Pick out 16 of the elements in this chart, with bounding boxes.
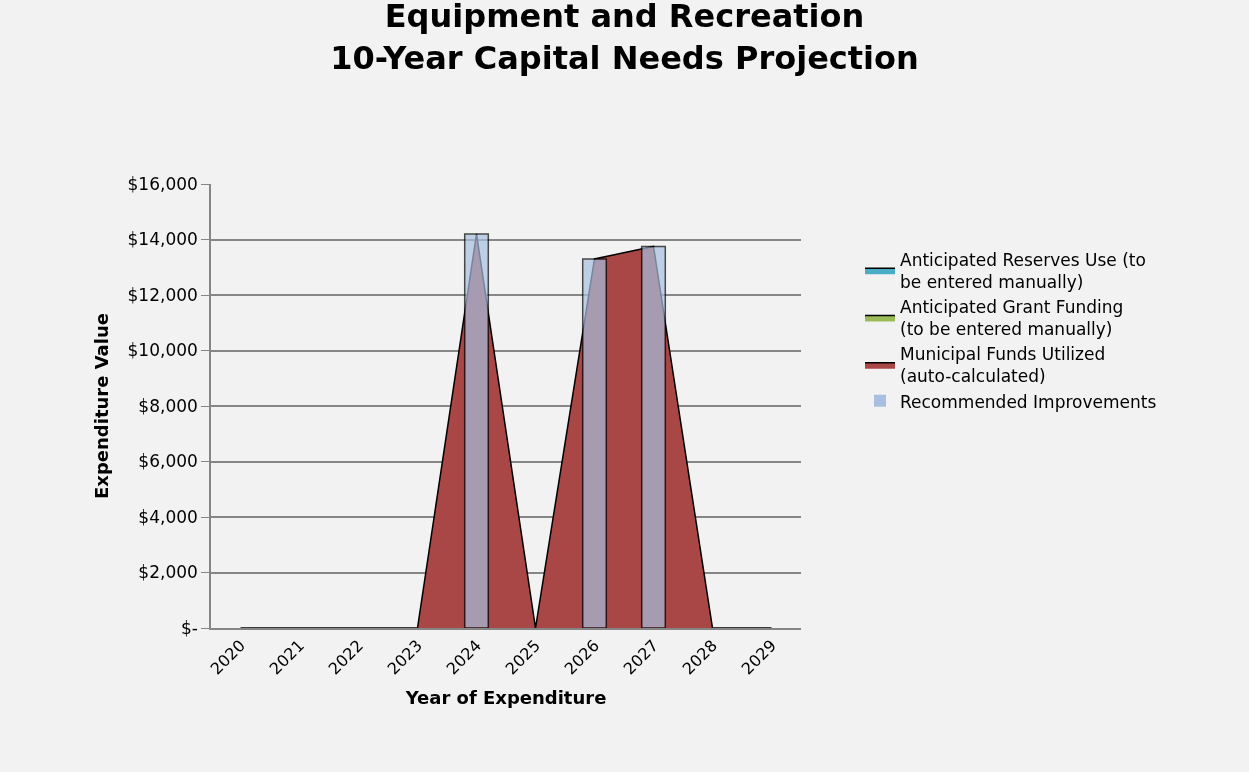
y-tick-label: $10,000 xyxy=(127,340,198,361)
chart-title: Equipment and Recreation 10-Year Capital Needs Projection xyxy=(330,0,919,77)
legend-label: Municipal Funds Utilized (auto-calculated) xyxy=(900,344,1106,387)
y-tick-label: $2,000 xyxy=(138,562,198,583)
y-tick-label: $14,000 xyxy=(127,229,198,250)
y-tick-label: $8,000 xyxy=(138,395,198,416)
legend-label: Anticipated Reserves Use (to be entered manually) xyxy=(900,249,1146,292)
y-tick-label: $6,000 xyxy=(138,451,198,472)
y-tick-label: $16,000 xyxy=(127,173,198,194)
y-tick-label: $4,000 xyxy=(138,506,198,527)
legend-label: Recommended Improvements xyxy=(900,391,1157,412)
x-axis-title: Year of Expenditure xyxy=(404,686,607,708)
legend-label: Anticipated Grant Funding (to be entered manually) xyxy=(900,297,1124,340)
y-tick-label: $12,000 xyxy=(127,284,198,305)
y-tick-label: $- xyxy=(180,617,198,638)
y-axis-title: Expenditure Value xyxy=(91,313,113,499)
